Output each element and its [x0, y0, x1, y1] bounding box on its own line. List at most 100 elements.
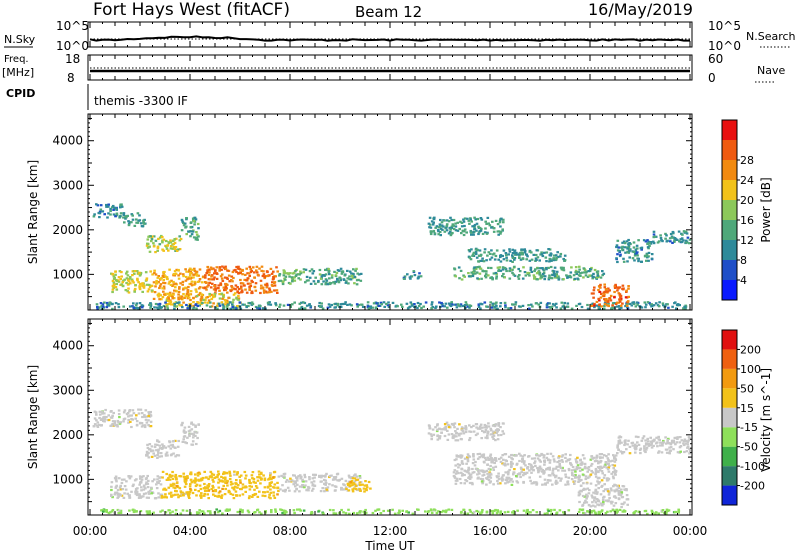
power-cell [237, 292, 241, 295]
velocity-cell [181, 421, 184, 424]
velocity-cell [175, 478, 178, 481]
power-cell [508, 277, 512, 280]
power-cell [327, 267, 330, 271]
velocity-cell [471, 467, 474, 471]
velocity-cell [171, 445, 175, 448]
velocity-cell [146, 446, 150, 449]
velocity-cell [548, 466, 551, 469]
power-cell [684, 306, 687, 309]
power-cell [309, 282, 313, 285]
velocity-cell [596, 503, 599, 506]
velocity-cell [144, 483, 148, 486]
power-cell [469, 217, 472, 220]
velocity-cell [597, 487, 600, 490]
velocity-cell [285, 479, 289, 482]
power-cell [189, 302, 193, 306]
velocity-cell [573, 482, 576, 485]
velocity-cell [604, 463, 607, 466]
velocity-cell [207, 477, 210, 481]
velocity-cell [164, 446, 167, 449]
velocity-cell [612, 495, 616, 498]
power-cell [112, 277, 116, 281]
velocity-cell [279, 488, 282, 491]
power-cell [627, 238, 630, 242]
power-cell [549, 252, 553, 255]
velocity-cell [496, 479, 499, 483]
velocity-cell [250, 485, 253, 488]
power-cell [175, 268, 178, 271]
power-cell [191, 268, 194, 271]
power-cell [616, 249, 620, 252]
velocity-cell [95, 419, 98, 422]
velocity-cell [633, 445, 637, 448]
power-cell [120, 271, 123, 274]
velocity-cell [483, 456, 487, 459]
power-cell [269, 303, 273, 306]
velocity-cell [283, 490, 287, 493]
power-cell [202, 298, 205, 301]
power-cell [286, 272, 290, 275]
velocity-cell [578, 476, 581, 479]
power-cell [150, 289, 154, 292]
power-cell [466, 305, 470, 308]
power-cell [327, 303, 331, 306]
velocity-cell [123, 478, 126, 481]
velocity-cell [499, 426, 502, 429]
velocity-cell [526, 467, 529, 470]
velocity-cell [122, 411, 126, 414]
power-cell [305, 279, 309, 282]
power-cell [125, 277, 129, 280]
power-cell [188, 267, 192, 270]
power-cell [294, 270, 297, 273]
power-cell [498, 221, 502, 224]
power-cell [251, 291, 254, 294]
velocity-cell [516, 481, 520, 484]
power-cell [618, 305, 621, 308]
velocity-cell [483, 426, 486, 429]
velocity-cell [131, 508, 135, 511]
power-cell [281, 282, 285, 286]
velocity-cell [684, 439, 688, 443]
power-cell [586, 275, 590, 278]
power-cell [336, 304, 339, 307]
velocity-cell [325, 488, 329, 491]
power-cell [225, 299, 229, 302]
power-cell [447, 232, 451, 235]
power-cell [606, 304, 609, 307]
velocity-cell [344, 479, 348, 482]
velocity-cell [177, 496, 180, 499]
velocity-cell [173, 487, 177, 490]
velocity-cell [101, 417, 104, 420]
velocity-cell [492, 437, 495, 440]
power-cell [644, 303, 648, 306]
velocity-cell [595, 492, 599, 495]
power-cell [636, 254, 639, 257]
power-cell [607, 287, 610, 290]
power-cell [584, 271, 588, 274]
power-cell [519, 258, 523, 261]
cpid-panel: CPID themis -3300 IF [6, 84, 188, 110]
power-cell [549, 276, 553, 279]
power-cell [210, 275, 213, 278]
velocity-cell [454, 430, 457, 433]
power-cell [535, 258, 538, 261]
power-cell [555, 273, 558, 276]
velocity-cell [216, 474, 220, 477]
power-cell [427, 222, 431, 225]
power-cell [314, 276, 317, 279]
velocity-cell [112, 411, 115, 415]
power-cell [325, 279, 329, 282]
velocity-cell [455, 455, 459, 458]
cpid-label: CPID [6, 87, 35, 100]
power-cell [134, 304, 138, 307]
velocity-cell [195, 442, 198, 446]
velocity-cell [193, 430, 196, 434]
velocity-cell [298, 485, 302, 488]
power-cell [599, 276, 603, 279]
power-cell [578, 268, 581, 271]
power-cell [658, 301, 661, 304]
power-cell [197, 293, 200, 297]
power-cell [590, 292, 594, 295]
velocity-cell [351, 484, 354, 487]
power-cell [122, 213, 126, 216]
